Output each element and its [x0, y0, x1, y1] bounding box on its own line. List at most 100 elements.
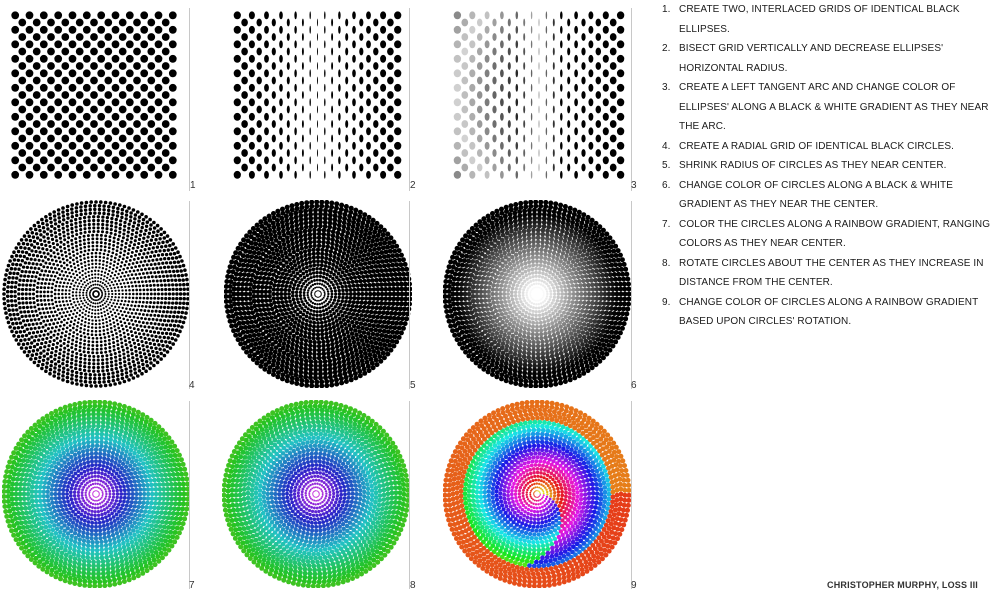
radial-dot [538, 291, 541, 293]
radial-dot [546, 322, 551, 327]
grid-ellipse [18, 18, 27, 27]
radial-dot [45, 248, 49, 252]
radial-dot [334, 265, 339, 269]
radial-dot [139, 355, 143, 359]
radial-dot [151, 267, 155, 271]
grid-ellipse [18, 91, 27, 99]
radial-dot [146, 292, 150, 296]
radial-dot [145, 329, 149, 333]
radial-dot [354, 226, 360, 232]
grid-ellipse [82, 156, 91, 165]
radial-dot [127, 322, 131, 325]
radial-dot [27, 234, 31, 239]
radial-dot [5, 268, 9, 272]
grid-ellipse [97, 11, 106, 20]
grid-ellipse [338, 69, 341, 78]
radial-dot [581, 304, 586, 310]
radial-dot [329, 280, 333, 284]
radial-dot [514, 271, 519, 276]
grid-ellipse [90, 33, 98, 41]
radial-dot [372, 246, 377, 252]
radial-dot [303, 245, 309, 250]
radial-dot [347, 338, 352, 343]
radial-dot [521, 275, 526, 280]
radial-dot [303, 257, 308, 262]
radial-dot [170, 265, 174, 269]
radial-dot [280, 228, 286, 234]
radial-dot [28, 270, 32, 274]
radial-dot [368, 339, 374, 345]
radial-dot [276, 312, 281, 318]
grid-ellipse [352, 127, 356, 136]
radial-dot [312, 355, 317, 361]
radial-dot [502, 332, 507, 338]
radial-dot [113, 202, 117, 206]
radial-dot [239, 336, 245, 342]
radial-dot [520, 271, 525, 276]
radial-dot [140, 358, 144, 363]
radial-dot [9, 289, 14, 294]
radial-dot [497, 308, 503, 313]
radial-dot [543, 331, 548, 336]
radial-dot [498, 296, 503, 301]
radial-dot [519, 258, 524, 263]
radial-dot [273, 238, 279, 243]
radial-dot [101, 369, 105, 373]
radial-dot [83, 204, 88, 209]
radial-dot [74, 229, 78, 233]
radial-dot [513, 347, 518, 353]
radial-dot [151, 349, 155, 354]
radial-dot [133, 280, 137, 284]
radial-dot [176, 310, 181, 315]
radial-dot [36, 299, 39, 302]
grid-ellipse [309, 54, 311, 63]
radial-dot [40, 366, 44, 371]
radial-dot [39, 286, 43, 290]
radial-dot [83, 376, 88, 380]
radial-dot [371, 348, 377, 354]
radial-dot [321, 351, 327, 357]
radial-dot [578, 313, 583, 318]
radial-dot [147, 275, 151, 279]
radial-dot [53, 310, 57, 314]
radial-dot [546, 318, 550, 323]
radial-dot [255, 312, 260, 318]
radial-dot [526, 252, 531, 257]
radial-dot [83, 227, 87, 231]
grid-ellipse [256, 33, 262, 41]
radial-dot [384, 346, 389, 352]
radial-dot [311, 289, 314, 292]
radial-dot [329, 378, 335, 384]
radial-dot [253, 319, 259, 325]
radial-dot [72, 262, 76, 266]
radial-dot [379, 296, 385, 302]
radial-dot [547, 334, 553, 339]
radial-dot [535, 290, 537, 292]
radial-dot [593, 305, 598, 311]
grid-ellipse [338, 112, 341, 121]
radial-dot [510, 297, 515, 302]
radial-dot [541, 316, 546, 321]
panel-number-4: 4 [189, 380, 195, 391]
grid-ellipse [595, 91, 602, 99]
radial-dot [257, 242, 263, 248]
radial-dot [138, 252, 141, 256]
radial-dot [366, 235, 372, 241]
grid-ellipse [345, 134, 349, 143]
radial-dot [136, 210, 140, 214]
radial-dot [539, 292, 541, 294]
grid-ellipse [279, 156, 283, 165]
radial-dot [557, 248, 562, 254]
radial-dot [78, 224, 83, 228]
grid-ellipse [507, 62, 511, 70]
radial-dot [309, 300, 313, 303]
grid-ellipse [294, 11, 297, 20]
radial-dot [519, 300, 523, 304]
radial-dot [385, 351, 391, 357]
radial-dot [147, 317, 151, 321]
radial-dot [91, 305, 94, 308]
radial-dot [5, 289, 10, 294]
radial-dot [117, 234, 121, 238]
radial-dot [327, 208, 333, 214]
radial-dot [105, 285, 108, 288]
